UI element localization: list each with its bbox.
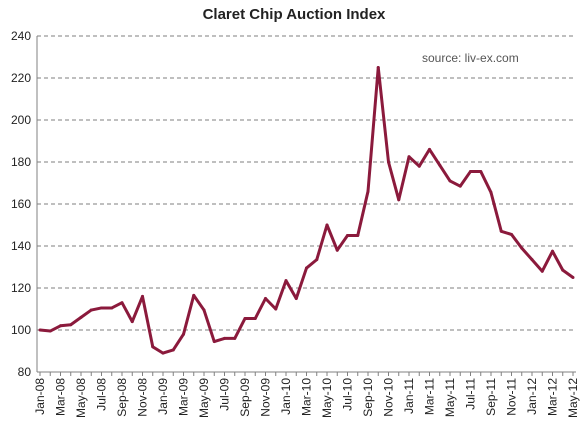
x-tick-label: Jan-11: [402, 378, 416, 414]
data-point: [253, 316, 257, 320]
x-tick-label: Jul-09: [218, 378, 232, 411]
x-tick-label: Jul-11: [464, 378, 478, 410]
data-point: [264, 297, 267, 300]
data-point: [100, 306, 103, 310]
data-point: [335, 248, 339, 252]
data-point: [438, 163, 442, 167]
data-point: [397, 198, 401, 202]
series-line: [39, 66, 574, 355]
x-tick-label: Mar-11: [423, 378, 437, 415]
data-point: [540, 269, 544, 273]
data-point: [520, 246, 524, 250]
data-point: [366, 189, 370, 193]
x-tick-label: Nov-11: [505, 378, 519, 416]
x-tick-label: Jan-10: [279, 378, 293, 415]
y-tick-label: 240: [11, 29, 31, 43]
data-point: [346, 234, 349, 237]
data-point: [79, 315, 83, 319]
x-tick-label: May-08: [74, 378, 88, 418]
y-tick-label: 160: [11, 197, 31, 211]
data-point: [284, 279, 288, 283]
data-point: [387, 160, 390, 164]
data-point: [561, 268, 565, 272]
x-tick-label: Jul-08: [95, 378, 109, 411]
x-tick-label: Jan-09: [156, 378, 170, 415]
data-point: [489, 190, 493, 194]
x-tick-label: May-09: [197, 378, 211, 418]
data-point: [499, 229, 503, 233]
data-point: [89, 308, 93, 312]
data-point: [294, 297, 298, 300]
data-point: [479, 169, 483, 173]
data-point: [212, 340, 216, 344]
y-tick-label: 120: [11, 281, 31, 295]
data-point: [192, 293, 196, 297]
x-tick-label: May-10: [320, 378, 334, 418]
data-point: [48, 329, 52, 333]
x-tick-label: Mar-10: [300, 378, 314, 416]
data-point: [530, 258, 534, 262]
data-point: [407, 155, 411, 159]
x-tick-label: Sep-09: [238, 378, 252, 417]
x-tick-label: Nov-09: [259, 378, 273, 417]
data-point: [469, 169, 472, 173]
data-point: [38, 328, 42, 332]
data-point: [182, 332, 185, 336]
x-tick-label: Nov-08: [136, 378, 150, 417]
y-tick-label: 220: [11, 71, 31, 85]
data-point: [223, 336, 226, 340]
y-tick-label: 180: [11, 155, 31, 169]
data-point: [243, 316, 247, 320]
data-point: [120, 301, 124, 305]
data-point: [376, 66, 380, 69]
x-tick-label: Jul-10: [341, 378, 355, 411]
data-point: [325, 223, 329, 227]
data-point: [356, 234, 360, 237]
data-point: [233, 336, 237, 340]
gridlines: [37, 35, 576, 331]
data-point: [202, 308, 206, 312]
y-tick-label: 100: [11, 323, 31, 337]
x-tick-label: Jan-12: [525, 378, 539, 415]
data-point: [458, 184, 462, 188]
y-tick-label: 200: [11, 113, 31, 127]
data-point: [417, 164, 421, 168]
axes: [36, 36, 576, 376]
y-axis-tick-labels: 80 100 120 140 160 180 200 220 240: [11, 29, 31, 379]
x-tick-label: May-11: [443, 378, 457, 417]
x-tick-label: Sep-10: [361, 378, 375, 417]
x-axis-tick-labels: Jan-08 Mar-08 May-08 Jul-08 Sep-08 Nov-08 Jan-…: [33, 378, 580, 418]
chart-title: Claret Chip Auction Index: [202, 6, 386, 23]
data-points: [38, 66, 575, 355]
data-point: [551, 249, 554, 253]
data-point: [428, 147, 431, 151]
y-tick-label: 80: [18, 365, 32, 379]
x-tick-label: Mar-09: [177, 378, 191, 416]
x-tick-label: Nov-10: [382, 378, 396, 417]
data-point: [171, 348, 175, 352]
source-annotation: source: liv-ex.com: [422, 51, 519, 65]
data-point: [69, 323, 73, 327]
data-point: [274, 307, 278, 311]
data-point: [571, 276, 575, 279]
data-point: [305, 266, 308, 270]
data-point: [141, 294, 144, 298]
x-tick-label: Mar-12: [546, 378, 560, 416]
x-tick-label: May-12: [566, 378, 580, 418]
x-tick-label: Sep-08: [115, 378, 129, 417]
x-tick-label: Mar-08: [54, 378, 68, 416]
data-point: [448, 179, 452, 183]
data-point: [315, 258, 319, 262]
x-tick-label: Jan-08: [33, 378, 47, 415]
data-point: [510, 232, 513, 236]
y-tick-label: 140: [11, 239, 31, 253]
data-point: [110, 306, 114, 310]
data-point: [59, 324, 62, 328]
data-point: [161, 351, 165, 355]
data-point: [130, 320, 134, 324]
x-tick-label: Sep-11: [484, 378, 498, 416]
data-point: [151, 345, 155, 349]
